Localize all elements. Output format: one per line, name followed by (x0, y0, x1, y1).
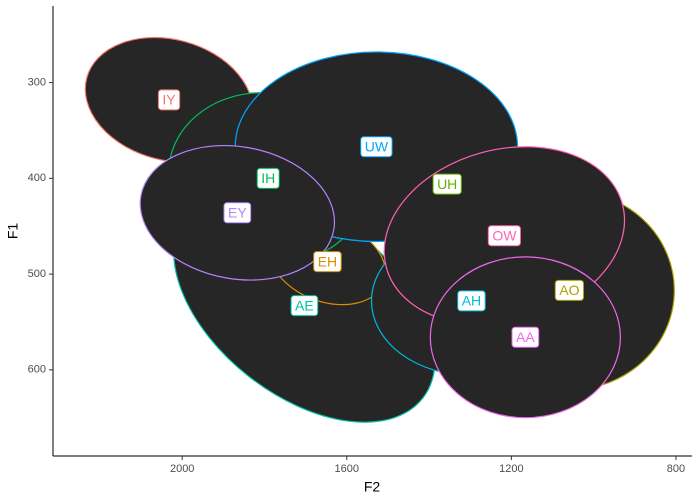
y-tick-label: 600 (28, 364, 46, 376)
label-box (157, 89, 181, 111)
x-tick-label: 1600 (335, 463, 359, 475)
label-text: EH (318, 253, 337, 269)
label-box (360, 136, 393, 158)
y-tick-label: 500 (28, 268, 46, 280)
label-box (256, 167, 280, 189)
vowel-label: EY (223, 202, 252, 224)
y-axis-title: F1 (5, 223, 21, 240)
label-text: UW (365, 138, 389, 154)
x-tick-label: 1200 (499, 463, 523, 475)
vowel-label: AA (511, 326, 540, 348)
vowel-label: UW (360, 136, 393, 158)
label-box (511, 326, 540, 348)
x-tick-label: 800 (667, 463, 685, 475)
label-box (223, 202, 252, 224)
label-text: IY (162, 92, 176, 108)
label-text: UH (437, 176, 457, 192)
label-text: EY (228, 205, 247, 221)
label-text: IH (261, 170, 275, 186)
vowel-label: AH (457, 290, 486, 312)
vowel-label: IY (157, 89, 181, 111)
label-text: AO (559, 282, 579, 298)
label-box (554, 279, 585, 301)
vowel-label: EH (313, 251, 342, 273)
label-text: AH (462, 293, 481, 309)
vowel-label: AE (290, 295, 319, 317)
y-tick-label: 300 (28, 77, 46, 89)
label-box (487, 225, 521, 247)
label-box (457, 290, 486, 312)
vowel-label: OW (487, 225, 521, 247)
label-text: OW (492, 227, 517, 243)
vowel-label: UH (432, 173, 462, 195)
label-text: AE (295, 297, 314, 313)
label-text: AA (516, 329, 535, 345)
vowel-label: IH (256, 167, 280, 189)
label-box (432, 173, 462, 195)
y-tick-label: 400 (28, 172, 46, 184)
vowel-label: AO (554, 279, 585, 301)
x-tick-label: 2000 (170, 463, 194, 475)
x-axis-title: F2 (364, 479, 381, 495)
label-box (290, 295, 319, 317)
label-box (313, 251, 342, 273)
